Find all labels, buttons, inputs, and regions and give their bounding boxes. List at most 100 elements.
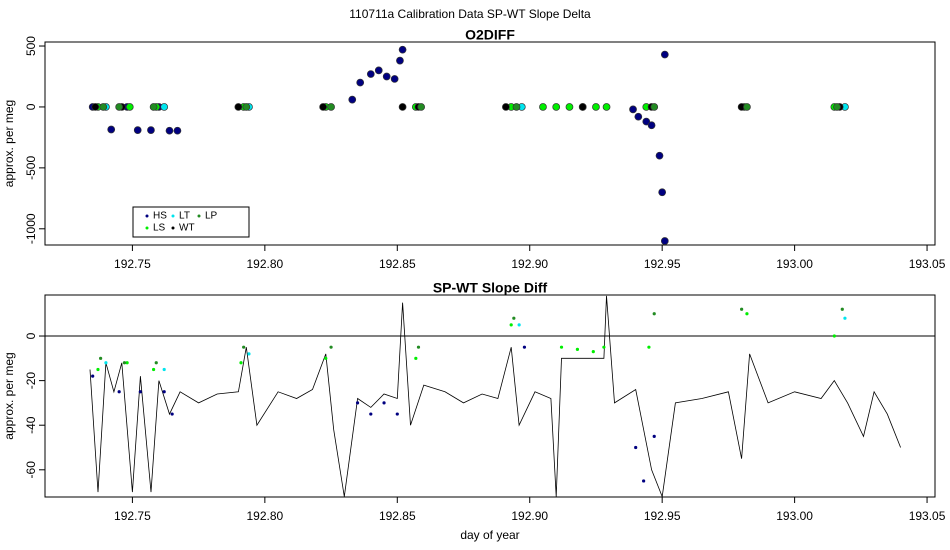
- data-point: [502, 103, 510, 111]
- data-point: [660, 237, 669, 245]
- data-point: [740, 307, 744, 311]
- data-point: [247, 352, 251, 356]
- data-point: [417, 103, 425, 111]
- y-tick-label: 500: [24, 36, 38, 56]
- data-point: [329, 345, 333, 349]
- x-tick-label: 192.95: [644, 509, 681, 523]
- y-tick-label: -40: [24, 416, 38, 434]
- data-point: [416, 345, 421, 349]
- data-point: [107, 125, 116, 134]
- y-tick-label: -20: [24, 372, 38, 390]
- data-point: [99, 103, 108, 111]
- y-axis-label: approx. per meg: [2, 100, 16, 187]
- y-tick-label: 0: [24, 103, 38, 110]
- data-point: [154, 361, 158, 365]
- legend-label: WT: [179, 223, 195, 234]
- legend-label: LT: [179, 211, 190, 222]
- data-point: [650, 103, 659, 111]
- y-axis-label: approx. per meg: [2, 352, 16, 439]
- data-point: [147, 126, 155, 134]
- data-point: [629, 105, 637, 114]
- x-tick-label: 192.75: [114, 257, 151, 271]
- data-point: [117, 390, 121, 394]
- data-point: [138, 390, 142, 394]
- data-point: [642, 117, 651, 126]
- x-tick-label: 192.80: [246, 257, 283, 271]
- data-point: [125, 361, 129, 365]
- data-point: [369, 412, 373, 416]
- data-point: [660, 50, 669, 59]
- plot-area: [89, 295, 901, 497]
- data-point: [149, 103, 158, 111]
- data-point: [355, 401, 360, 405]
- data-point: [160, 103, 169, 111]
- data-point: [327, 103, 335, 111]
- data-point: [398, 45, 407, 54]
- data-point: [414, 356, 418, 360]
- data-point: [647, 121, 656, 130]
- chart-title: O2DIFF: [465, 27, 515, 43]
- x-tick-label: 193.05: [909, 509, 946, 523]
- legend-marker: [171, 226, 175, 230]
- data-point: [559, 345, 564, 349]
- data-point: [592, 103, 600, 111]
- plot-frame: [44, 294, 936, 498]
- x-tick-label: 192.90: [511, 509, 548, 523]
- data-point: [512, 316, 516, 320]
- data-point: [743, 103, 751, 111]
- data-point: [99, 356, 103, 360]
- x-axis-label: day of year: [460, 528, 519, 542]
- data-point: [324, 356, 328, 360]
- data-point: [115, 103, 124, 111]
- data-point: [652, 312, 656, 316]
- data-point: [356, 78, 365, 87]
- legend-marker: [171, 214, 175, 218]
- data-point: [91, 374, 95, 378]
- y-tick-label: -60: [24, 461, 38, 479]
- x-tick-label: 192.85: [379, 509, 416, 523]
- data-point: [133, 126, 142, 134]
- data-point: [398, 103, 407, 111]
- data-point: [509, 323, 513, 327]
- data-point: [374, 66, 383, 75]
- data-point: [634, 112, 643, 121]
- y-tick-label: -1000: [24, 213, 38, 244]
- legend-label: HS: [153, 211, 167, 222]
- x-tick-label: 192.85: [379, 257, 416, 271]
- data-point: [652, 434, 656, 438]
- data-point: [319, 103, 327, 111]
- data-point: [382, 72, 391, 81]
- data-point: [833, 103, 841, 111]
- data-point: [91, 103, 100, 111]
- data-point: [242, 345, 246, 349]
- data-point: [565, 103, 574, 111]
- data-point: [591, 350, 595, 354]
- legend-box: [132, 206, 250, 238]
- data-point: [104, 361, 108, 365]
- data-point: [843, 316, 847, 320]
- data-point: [602, 345, 606, 349]
- x-tick-label: 192.80: [246, 509, 283, 523]
- data-point: [390, 75, 399, 83]
- data-point: [162, 390, 166, 394]
- x-tick-label: 192.90: [511, 257, 548, 271]
- plot-area: [88, 45, 849, 245]
- x-tick-label: 193.05: [909, 257, 946, 271]
- data-point: [539, 103, 547, 111]
- figure-title: 110711a Calibration Data SP-WT Slope Del…: [349, 7, 591, 21]
- data-point: [647, 345, 651, 349]
- plot-frame: [44, 41, 936, 246]
- data-point: [234, 103, 243, 111]
- data-point: [382, 401, 386, 405]
- data-point: [522, 345, 527, 349]
- x-tick-label: 192.95: [644, 257, 681, 271]
- legend-marker: [197, 214, 201, 218]
- x-tick-label: 192.75: [114, 509, 151, 523]
- y-tick-label: 0: [24, 332, 38, 339]
- data-point: [242, 103, 251, 111]
- data-point: [655, 151, 664, 160]
- data-point: [832, 334, 836, 338]
- data-point: [173, 126, 182, 135]
- data-point: [395, 412, 399, 416]
- data-point: [162, 367, 166, 372]
